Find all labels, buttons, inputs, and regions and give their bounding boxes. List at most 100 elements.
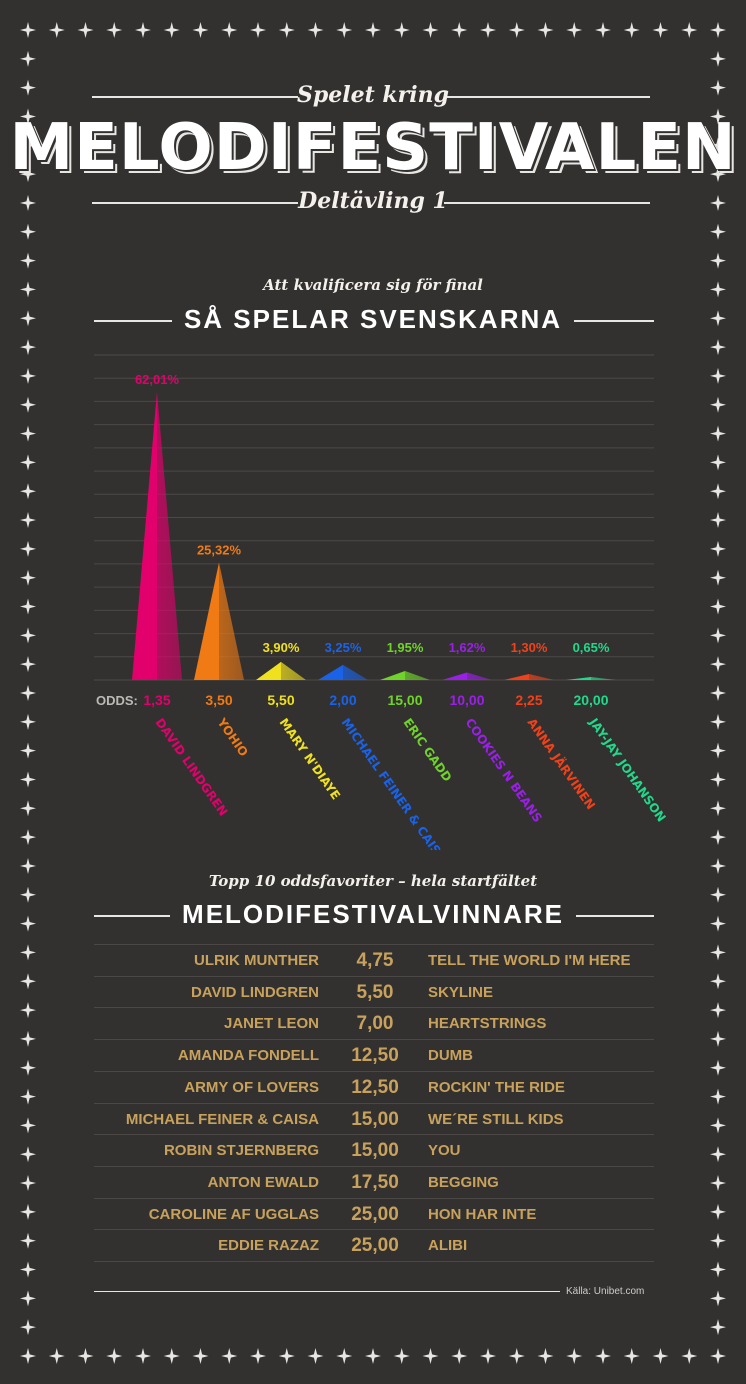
table-row-song: HON HAR INTE — [428, 1205, 537, 1223]
category-label: JAY-JAY JOHANSON — [586, 715, 669, 825]
star-icon — [710, 194, 726, 211]
star-icon — [710, 1059, 726, 1076]
source-note: Källa: Unibet.com — [566, 1286, 645, 1297]
star-icon — [710, 1030, 726, 1047]
star-icon — [710, 973, 726, 990]
table-row-artist: JANET LEON — [223, 1015, 319, 1033]
star-icon — [106, 1348, 123, 1364]
star-icon — [20, 1088, 36, 1105]
value-label: 1,30% — [511, 640, 548, 655]
bar — [256, 661, 306, 680]
table-row-divider — [94, 1229, 654, 1231]
star-icon — [710, 656, 726, 673]
star-icon — [595, 22, 611, 38]
category-label: ERIC GADD — [401, 716, 455, 785]
star-icon — [652, 1348, 669, 1364]
star-icon — [710, 50, 726, 67]
star-icon — [480, 1348, 496, 1364]
star-icon — [710, 79, 726, 96]
table-row-divider — [94, 975, 654, 977]
star-icon — [422, 22, 439, 38]
star-icon — [710, 598, 726, 615]
table-row-artist: ULRIK MUNTHER — [194, 952, 319, 969]
star-icon — [336, 1348, 353, 1364]
star-icon — [710, 1002, 726, 1019]
table-row-song: ALIBI — [428, 1237, 468, 1255]
table-row-odds: 7,00 — [356, 1013, 394, 1035]
star-icon — [77, 22, 94, 38]
table-row-song: TELL THE WORLD I'M HERE — [428, 952, 631, 969]
table-row-odds: 5,50 — [356, 981, 394, 1003]
star-icon — [250, 1348, 266, 1364]
star-icon — [710, 800, 726, 817]
star-icon — [710, 1146, 726, 1163]
star-icon — [710, 108, 726, 125]
star-icon — [710, 1175, 726, 1192]
star-icon — [20, 857, 36, 874]
bar — [504, 673, 554, 680]
bar — [194, 562, 244, 680]
table-row-artist: MICHAEL FEINER & CAISA — [125, 1110, 319, 1128]
star-icon — [20, 425, 36, 442]
table-row-divider — [94, 1134, 654, 1136]
star-icon — [710, 857, 726, 874]
star-icon — [451, 22, 468, 38]
star-icon — [278, 22, 295, 38]
table-row-song: YOU — [428, 1142, 461, 1160]
star-icon — [20, 137, 36, 154]
table-row-song: ROCKIN' THE RIDE — [428, 1078, 565, 1096]
star-icon — [508, 22, 525, 38]
star-icon — [710, 512, 726, 529]
category-label: YOHIO — [214, 715, 251, 759]
table-row-odds: 12,50 — [351, 1045, 399, 1067]
star-icon — [710, 339, 726, 356]
table-row-divider — [94, 1197, 654, 1199]
table-row-song: BEGGING — [428, 1173, 499, 1191]
star-icon — [710, 1203, 726, 1220]
section2-rule-right — [548, 915, 654, 917]
star-icon — [710, 771, 726, 788]
star-icon — [710, 627, 726, 644]
star-icon — [20, 1261, 36, 1278]
header-rule-top-left — [92, 96, 298, 98]
odds-label: 15,00 — [387, 692, 422, 708]
star-icon — [595, 1348, 611, 1364]
value-label: 25,32% — [197, 542, 242, 557]
table-row-song: WE´RE STILL KIDS — [428, 1110, 564, 1128]
star-icon — [20, 1232, 36, 1249]
star-icon — [192, 1348, 209, 1364]
star-icon — [307, 22, 324, 38]
category-label: DAVID LINDGREN — [153, 716, 231, 819]
star-icon — [48, 22, 65, 38]
star-icon — [681, 22, 698, 38]
star-icon — [710, 886, 726, 903]
star-icon — [451, 1348, 468, 1364]
star-icon — [710, 367, 726, 384]
table-row-artist: CAROLINE AF UGGLAS — [148, 1205, 319, 1223]
odds-axis-label: ODDS: — [96, 693, 138, 708]
star-icon — [192, 22, 209, 38]
star-icon — [163, 1348, 180, 1364]
odds-label: 3,50 — [205, 692, 232, 708]
table-row-divider — [94, 1070, 654, 1072]
table-row-divider — [94, 1007, 654, 1009]
star-icon — [20, 1146, 36, 1163]
star-icon — [221, 22, 238, 38]
star-icon — [20, 310, 36, 327]
table-row-odds: 25,00 — [351, 1203, 399, 1225]
star-icon — [20, 367, 36, 384]
star-icon — [710, 252, 726, 269]
star-icon — [710, 1088, 726, 1105]
star-icon — [710, 137, 726, 154]
category-label: MICHAEL FEINER & CAISA — [339, 716, 450, 850]
section1-rule-right — [542, 320, 654, 322]
section2-rule-left — [94, 915, 200, 917]
table-row-divider — [94, 1261, 654, 1262]
value-label: 1,95% — [387, 640, 424, 655]
odds-label: 2,00 — [329, 692, 356, 708]
star-icon — [20, 742, 36, 759]
star-icon — [135, 22, 151, 38]
table-row-artist: AMANDA FONDELL — [177, 1047, 319, 1065]
star-icon — [480, 22, 496, 38]
